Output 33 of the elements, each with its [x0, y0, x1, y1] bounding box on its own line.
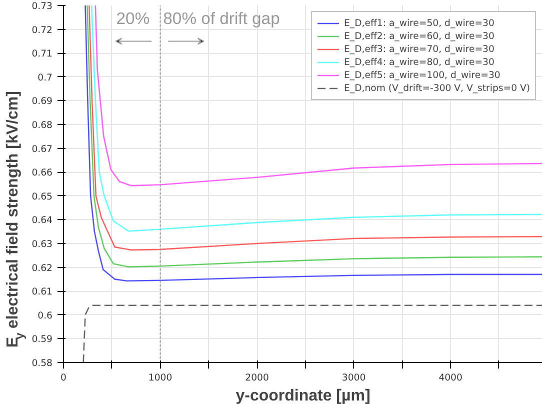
y-tick-label: 0.6	[38, 310, 53, 322]
y-tick-label: 0.68	[32, 120, 53, 131]
y-tick-label: 0.64	[32, 215, 53, 226]
y-tick-label: 0.63	[32, 239, 53, 250]
y-axis-title: Ey electrical field strength [kV/cm]	[4, 91, 26, 348]
y-tick-label: 0.62	[32, 262, 53, 274]
x-tick-label: 4000	[438, 372, 463, 384]
y-tick-label: 0.7	[38, 72, 53, 84]
legend-label: E_D,eff2: a_wire=60, d_wire=30	[344, 30, 494, 42]
x-axis-title: y-coordinate [µm]	[236, 388, 370, 404]
x-tick-label: 1000	[148, 372, 172, 384]
legend-label: E_D,eff4: a_wire=80, d_wire=30	[344, 56, 494, 68]
line-series	[94, 6, 542, 186]
y-tick-label: 0.66	[32, 168, 53, 179]
y-tick-label: 0.61	[32, 286, 53, 298]
annotation: 80% of drift gap	[163, 9, 280, 28]
y-tick-label: 0.73	[32, 1, 53, 12]
legend-label: E_D,eff3: a_wire=70, d_wire=30	[344, 43, 494, 55]
y-tick-label: 0.65	[32, 191, 53, 202]
legend-label: E_D,eff5: a_wire=100, d_wire=30	[344, 69, 500, 81]
annotation: 20%	[116, 9, 150, 28]
line-series	[82, 304, 542, 362]
x-tick-label: 2000	[245, 372, 269, 384]
y-tick-label: 0.58	[32, 358, 53, 369]
x-tick-label: 3000	[342, 372, 366, 384]
x-tick-label: 0	[60, 372, 67, 384]
y-tick-label: 0.67	[32, 144, 53, 155]
legend-label: E_D,eff1: a_wire=50, d_wire=30	[344, 17, 494, 29]
y-tick-label: 0.69	[32, 96, 53, 108]
y-tick-label: 0.72	[32, 24, 53, 36]
y-tick-label: 0.59	[32, 334, 53, 346]
legend-label: E_D,nom (V_drift=-300 V, V_strips=0 V)	[344, 82, 530, 94]
y-tick-label: 0.71	[32, 48, 53, 60]
